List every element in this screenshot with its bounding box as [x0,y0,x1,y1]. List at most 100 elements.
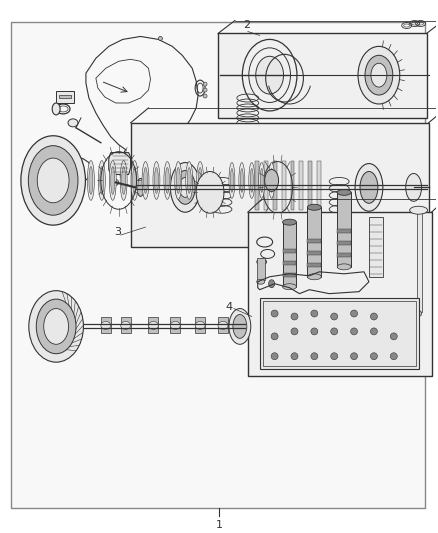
Ellipse shape [203,88,207,92]
Ellipse shape [122,166,126,195]
Bar [417,212,422,311]
Bar [148,318,159,333]
Ellipse shape [100,166,104,195]
Ellipse shape [170,321,180,329]
Ellipse shape [196,172,224,213]
Bar [257,258,265,280]
Ellipse shape [133,166,137,195]
Bar [308,160,312,210]
Ellipse shape [159,36,162,41]
Ellipse shape [101,321,111,329]
Ellipse shape [390,333,397,340]
Ellipse shape [155,167,159,193]
Ellipse shape [283,219,297,225]
Bar [307,207,321,277]
Ellipse shape [99,160,105,200]
Ellipse shape [311,353,318,360]
Ellipse shape [371,313,378,320]
Ellipse shape [88,160,94,200]
Ellipse shape [350,310,357,317]
Bar [170,318,180,333]
Ellipse shape [113,180,119,185]
Ellipse shape [187,167,191,193]
Polygon shape [56,91,74,103]
Bar [255,160,259,210]
Bar [337,253,351,257]
Bar [369,217,383,277]
Ellipse shape [29,290,84,362]
Text: 3: 3 [114,227,121,237]
Ellipse shape [337,264,351,270]
Ellipse shape [137,179,145,196]
Ellipse shape [175,171,195,204]
Ellipse shape [166,167,170,193]
Ellipse shape [416,311,422,317]
Bar [290,160,294,210]
Ellipse shape [249,163,255,198]
Bar [307,239,321,243]
Ellipse shape [120,160,127,200]
Text: 1: 1 [215,520,223,530]
Bar [218,318,228,333]
Ellipse shape [179,177,191,197]
Ellipse shape [164,161,171,199]
Ellipse shape [331,328,338,335]
Ellipse shape [365,55,393,95]
Ellipse shape [198,167,202,193]
Ellipse shape [36,299,76,354]
Ellipse shape [37,158,69,203]
Ellipse shape [256,56,283,94]
Ellipse shape [233,314,247,338]
Ellipse shape [229,309,251,344]
Ellipse shape [350,353,357,360]
Ellipse shape [230,168,233,192]
Bar [307,263,321,267]
Ellipse shape [203,94,207,98]
Ellipse shape [89,166,93,195]
Ellipse shape [121,321,131,329]
Ellipse shape [268,163,275,198]
Ellipse shape [390,353,397,360]
Ellipse shape [144,167,148,193]
Ellipse shape [307,204,321,210]
Ellipse shape [371,353,378,360]
Ellipse shape [148,321,159,329]
Bar [337,229,351,233]
Ellipse shape [270,168,273,192]
Ellipse shape [257,279,265,284]
Ellipse shape [250,168,253,192]
Ellipse shape [311,328,318,335]
Ellipse shape [350,328,357,335]
Ellipse shape [283,284,297,289]
Ellipse shape [186,161,193,199]
Ellipse shape [410,206,427,214]
Bar [131,123,428,247]
Bar [263,301,416,366]
Ellipse shape [291,328,298,335]
Ellipse shape [271,333,278,340]
Ellipse shape [240,168,244,192]
Ellipse shape [371,328,378,335]
Ellipse shape [291,313,298,320]
Ellipse shape [331,353,338,360]
Bar [101,318,111,333]
Ellipse shape [218,321,228,329]
Polygon shape [59,95,71,98]
Text: 2: 2 [243,20,250,30]
Ellipse shape [175,161,182,199]
Ellipse shape [307,274,321,280]
Ellipse shape [331,313,338,320]
Bar [272,160,277,210]
Ellipse shape [197,161,204,199]
Ellipse shape [68,119,78,127]
Bar [337,241,351,245]
Ellipse shape [44,309,69,344]
Ellipse shape [259,163,265,198]
Ellipse shape [406,173,422,201]
Ellipse shape [265,169,279,191]
Ellipse shape [360,172,378,203]
Ellipse shape [109,160,116,200]
Ellipse shape [291,353,298,360]
Ellipse shape [203,82,207,86]
Ellipse shape [52,103,60,115]
